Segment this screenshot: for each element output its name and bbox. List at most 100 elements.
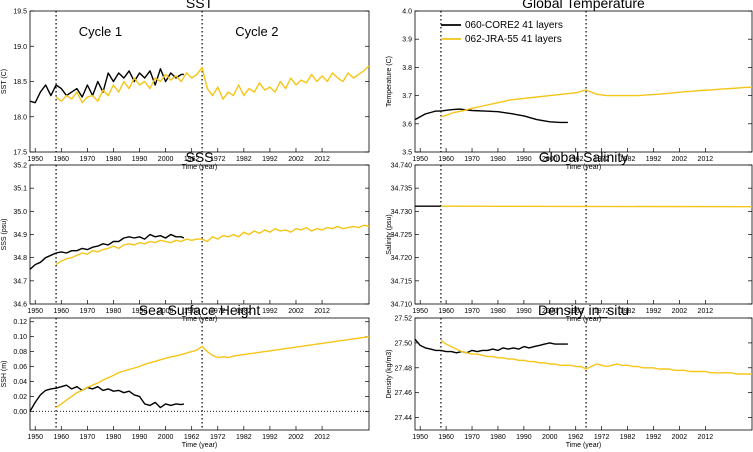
x-axis-label: Time (year) xyxy=(182,316,218,323)
y-tick-label: 18.0 xyxy=(13,114,27,121)
x-tick-label: 2012 xyxy=(698,156,714,163)
x-tick-label: 1962 xyxy=(184,308,200,315)
x-tick-label: 1950 xyxy=(27,434,43,441)
x-tick-label: 1992 xyxy=(262,308,278,315)
y-tick-label: 34.730 xyxy=(391,209,413,216)
y-tick-label: 27.46 xyxy=(394,390,412,397)
y-tick-label: 4.0 xyxy=(402,9,412,16)
x-tick-label: 2002 xyxy=(672,308,688,315)
y-tick-label: 27.44 xyxy=(394,415,412,422)
y-tick-label: 34.740 xyxy=(391,163,413,170)
x-tick-label: 1982 xyxy=(620,308,636,315)
y-tick-label: 3.8 xyxy=(402,65,412,72)
x-tick-label: 1990 xyxy=(132,434,148,441)
x-tick-label: 1950 xyxy=(412,308,428,315)
y-tick-label: 34.7 xyxy=(13,278,27,285)
x-tick-label: 2012 xyxy=(314,308,330,315)
x-tick-label: 1962 xyxy=(184,156,200,163)
y-tick-label: 34.735 xyxy=(391,186,413,193)
x-tick-label: 2000 xyxy=(158,156,174,163)
y-axis-label: Density (kg/m3) xyxy=(386,349,393,398)
y-tick-label: 27.50 xyxy=(394,340,412,347)
x-tick-label: 1980 xyxy=(106,156,122,163)
y-tick-label: 0.04 xyxy=(13,379,27,386)
y-tick-label: 34.6 xyxy=(13,302,27,309)
x-axis-label: Time (year) xyxy=(566,164,602,171)
x-tick-label: 2000 xyxy=(158,308,174,315)
x-tick-label: 1962 xyxy=(568,434,584,441)
y-tick-label: 19.0 xyxy=(13,44,27,51)
x-tick-label: 1992 xyxy=(646,434,662,441)
x-tick-label: 1972 xyxy=(594,156,610,163)
x-axis-label: Time (year) xyxy=(182,442,218,449)
y-tick-label: 35.0 xyxy=(13,209,27,216)
x-tick-label: 1972 xyxy=(594,308,610,315)
x-tick-label: 2000 xyxy=(542,308,558,315)
x-tick-label: 1962 xyxy=(184,434,200,441)
y-tick-label: 3.7 xyxy=(402,93,412,100)
x-tick-label: 1972 xyxy=(210,434,226,441)
x-tick-label: 2012 xyxy=(698,308,714,315)
series-line-jra55 xyxy=(440,205,753,208)
x-tick-label: 1960 xyxy=(438,156,454,163)
x-tick-label: 1980 xyxy=(106,308,122,315)
y-tick-label: 0.08 xyxy=(13,349,27,356)
x-tick-label: 1982 xyxy=(236,308,252,315)
x-tick-label: 1962 xyxy=(568,308,584,315)
x-tick-label: 1992 xyxy=(262,156,278,163)
x-tick-label: 1962 xyxy=(568,156,584,163)
y-tick-label: 34.9 xyxy=(13,232,27,239)
y-tick-label: 34.710 xyxy=(391,302,413,309)
x-tick-label: 1950 xyxy=(412,156,428,163)
series-line-core2 xyxy=(414,108,568,124)
x-tick-label: 1992 xyxy=(646,308,662,315)
y-tick-label: 0.02 xyxy=(13,394,27,401)
plot-frame xyxy=(29,164,370,305)
x-tick-label: 2000 xyxy=(542,434,558,441)
series-line-core2 xyxy=(29,233,185,270)
x-tick-label: 1972 xyxy=(210,308,226,315)
x-tick-label: 1980 xyxy=(490,156,506,163)
x-tick-label: 1982 xyxy=(620,434,636,441)
y-axis-label: SST (C) xyxy=(1,69,8,94)
x-tick-label: 1960 xyxy=(438,308,454,315)
x-tick-label: 2002 xyxy=(288,156,304,163)
x-tick-label: 1990 xyxy=(132,156,148,163)
y-tick-label: 34.715 xyxy=(391,278,413,285)
y-tick-label: 18.5 xyxy=(13,79,27,86)
legend-label: 062-JRA-55 41 layers xyxy=(465,34,562,45)
x-tick-label: 1990 xyxy=(516,156,532,163)
x-tick-label: 1992 xyxy=(646,156,662,163)
y-tick-label: 27.52 xyxy=(394,316,412,323)
x-tick-label: 1972 xyxy=(594,434,610,441)
chart-sst: SST 17.5 18.0 18.5 19.0 19.5 1950 1960 1970 1980 1… xyxy=(1,0,370,171)
x-tick-label: 1980 xyxy=(490,308,506,315)
chart-title: SST xyxy=(186,0,214,11)
chart-gtemp: Global Temperature 3.5 3.6 3.7 3.8 3.9 4.0 1950… xyxy=(386,0,753,171)
y-axis-label: SSH (m) xyxy=(1,361,8,388)
y-tick-label: 0.12 xyxy=(13,319,27,326)
plot-frame xyxy=(29,317,370,431)
cycle-label: Cycle 2 xyxy=(235,24,278,39)
x-axis-label: Time (year) xyxy=(566,316,602,323)
x-tick-label: 1990 xyxy=(516,308,532,315)
cycle-label: Cycle 1 xyxy=(79,24,122,39)
series-line-jra55 xyxy=(55,336,370,409)
series-line-core2 xyxy=(29,68,184,104)
chart-title: Sea Surface Height xyxy=(139,302,261,318)
x-tick-label: 2012 xyxy=(314,434,330,441)
y-tick-label: 35.1 xyxy=(13,186,27,193)
y-tick-label: 3.6 xyxy=(402,121,412,128)
x-tick-label: 2012 xyxy=(314,156,330,163)
x-tick-label: 1982 xyxy=(236,434,252,441)
plot-frame xyxy=(414,10,753,153)
series-line-core2 xyxy=(414,338,568,354)
x-tick-label: 1970 xyxy=(80,434,96,441)
x-tick-label: 1960 xyxy=(438,434,454,441)
x-tick-label: 1960 xyxy=(54,156,70,163)
y-axis-label: SSS (psu) xyxy=(1,219,8,251)
x-tick-label: 1970 xyxy=(464,308,480,315)
legend-label: 060-CORE2 41 layers xyxy=(465,20,563,31)
